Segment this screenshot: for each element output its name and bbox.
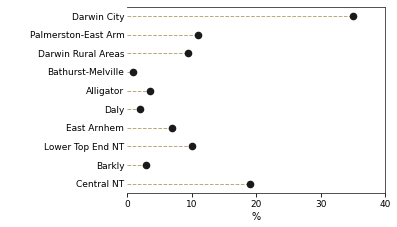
X-axis label: %: % [252,212,260,222]
Point [188,145,195,148]
Point [146,89,153,92]
Point [169,126,175,130]
Point [185,52,191,55]
Point [130,70,137,74]
Point [137,107,143,111]
Point [143,163,150,167]
Point [247,182,253,185]
Point [195,33,201,37]
Point [350,14,356,18]
